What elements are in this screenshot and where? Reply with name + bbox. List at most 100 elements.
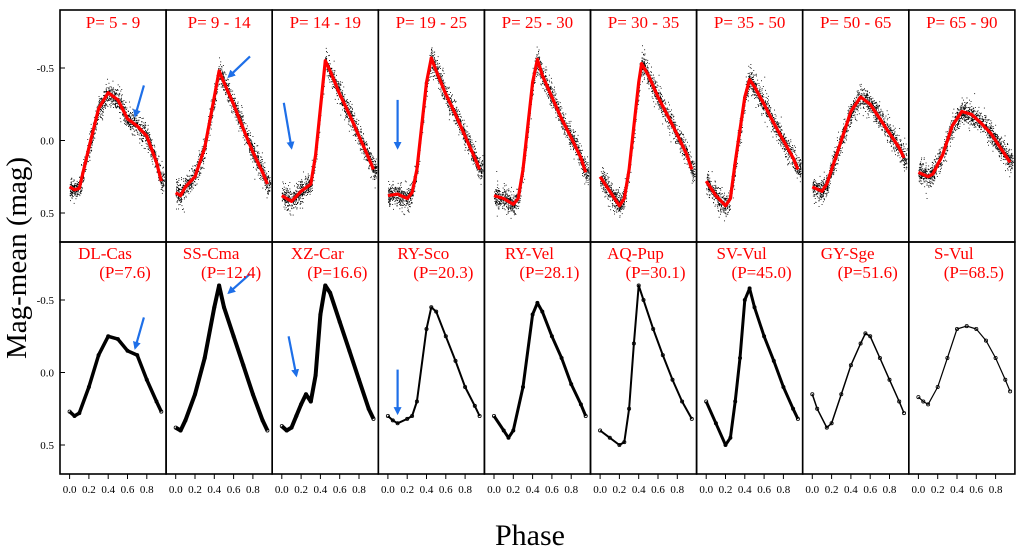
data-point [178, 178, 180, 180]
data-point [177, 187, 179, 189]
data-point [267, 189, 269, 191]
data-point [131, 128, 133, 129]
data-point [144, 127, 145, 129]
data-point [69, 195, 71, 197]
data-point [127, 121, 129, 123]
data-point [260, 161, 261, 163]
data-point [309, 190, 311, 192]
data-point [343, 99, 345, 101]
data-point [348, 103, 350, 105]
data-point [185, 180, 187, 182]
data-point [102, 105, 104, 107]
data-point [77, 183, 78, 185]
data-point [100, 109, 102, 111]
data-point [258, 155, 260, 157]
data-point [293, 202, 294, 203]
data-point [249, 150, 251, 152]
data-point [102, 104, 103, 106]
data-point [439, 75, 441, 77]
data-point [333, 60, 335, 62]
data-point [183, 198, 185, 200]
data-point [196, 183, 198, 185]
data-point [111, 88, 113, 90]
data-point [228, 97, 229, 99]
data-point [290, 194, 292, 195]
data-point [475, 165, 477, 167]
data-point [244, 139, 245, 141]
data-point [94, 133, 96, 134]
data-point [460, 118, 461, 120]
data-point [286, 189, 288, 191]
data-point [106, 100, 108, 101]
data-point [478, 169, 480, 171]
data-point [177, 200, 179, 201]
data-point [398, 202, 400, 203]
data-point [94, 132, 96, 134]
data-point [110, 105, 112, 107]
data-point [128, 122, 130, 124]
data-point [283, 199, 284, 200]
data-point [375, 163, 377, 165]
data-point [187, 188, 189, 190]
data-point [357, 142, 359, 144]
data-point [80, 186, 82, 188]
data-point [266, 178, 268, 180]
data-point [199, 152, 201, 154]
data-point [72, 185, 73, 187]
data-point [405, 191, 407, 193]
data-point [389, 201, 390, 203]
data-point [346, 99, 347, 101]
data-point [147, 152, 149, 153]
data-point [296, 200, 297, 202]
data-point [303, 191, 304, 193]
data-point [227, 97, 229, 99]
data-point [102, 112, 104, 113]
data-point [390, 198, 392, 200]
data-point [187, 186, 189, 188]
data-point [375, 172, 377, 174]
data-point [199, 172, 201, 173]
data-point [187, 175, 188, 177]
data-point [449, 112, 451, 114]
data-point [129, 101, 130, 103]
data-point [401, 200, 403, 202]
data-point [397, 189, 399, 191]
data-point [70, 190, 71, 192]
data-point [223, 89, 224, 90]
data-point [299, 207, 301, 209]
data-point [402, 191, 404, 192]
data-point [400, 182, 402, 184]
data-point [374, 187, 376, 189]
data-point [396, 189, 397, 191]
data-point [237, 121, 239, 123]
data-point [107, 78, 108, 80]
data-point [239, 114, 241, 116]
data-point [130, 117, 132, 119]
data-point [244, 128, 246, 130]
data-point [146, 133, 148, 134]
data-point [334, 70, 336, 72]
data-point [366, 149, 368, 151]
data-point [401, 201, 403, 203]
data-point [357, 124, 359, 125]
data-point [163, 185, 165, 187]
data-point [192, 175, 193, 177]
data-point [373, 170, 375, 172]
data-point [215, 100, 217, 102]
data-point [195, 178, 196, 180]
data-point [302, 187, 304, 188]
data-point [90, 132, 92, 133]
data-point [373, 163, 375, 165]
data-point [355, 123, 357, 125]
data-point [287, 201, 289, 202]
data-point [141, 134, 142, 136]
data-point [203, 168, 205, 169]
data-point [121, 89, 123, 90]
data-point [400, 192, 402, 194]
data-point [124, 120, 126, 122]
data-point [239, 111, 241, 113]
data-point [411, 202, 413, 203]
data-point [93, 136, 95, 138]
data-point [91, 142, 93, 144]
data-point [288, 185, 289, 187]
